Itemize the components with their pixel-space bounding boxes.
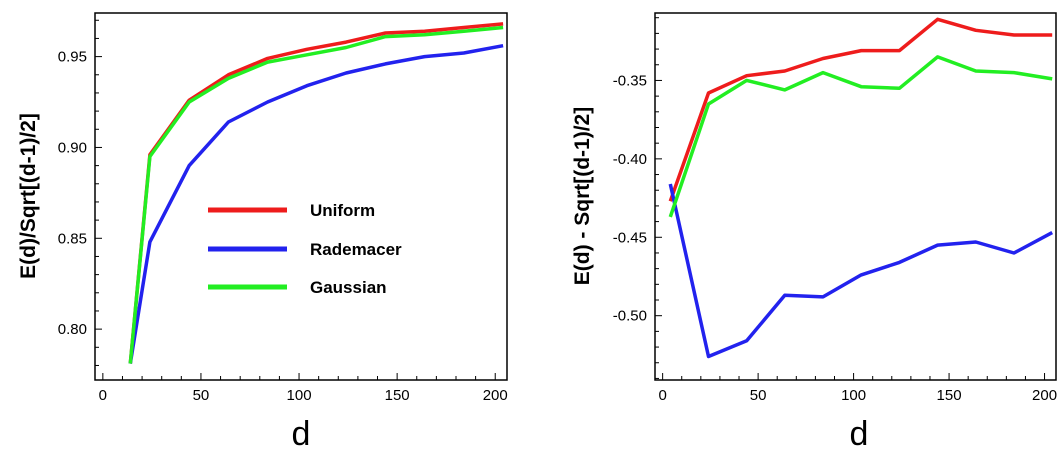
right-series-line-uniform [668, 17, 1053, 202]
legend-label-gaussian: Gaussian [310, 278, 387, 297]
legend-label-rademacer: Rademacer [310, 240, 402, 259]
right-y-tick-label: -0.40 [613, 151, 647, 168]
left-x-tick-label: 150 [385, 387, 410, 404]
left-chart: 0 50 100 150 200 0.80 0.85 0.90 0.95 d E(d)/Sqrt… [17, 12, 508, 452]
right-y-tick-label: -0.45 [613, 229, 647, 246]
right-series-line-gaussian [668, 55, 1053, 218]
right-ticks: 0 50 100 150 200 -0.50 -0.45 -0.40 -0.35 [613, 17, 1057, 404]
left-y-tick-label: 0.95 [58, 49, 87, 66]
right-chart: 0 50 100 150 200 -0.50 -0.45 -0.40 -0.35 d E(d) … [571, 12, 1057, 452]
right-x-tick-label: 150 [937, 387, 962, 404]
right-x-tick-label: 200 [1032, 387, 1057, 404]
left-x-tick-label: 0 [99, 387, 107, 404]
right-x-tick-label: 0 [658, 387, 666, 404]
legend: Uniform Rademacer Gaussian [208, 201, 402, 297]
left-series-line-uniform [128, 22, 504, 364]
left-x-tick-label: 50 [193, 387, 210, 404]
right-plot-frame [654, 12, 1057, 381]
left-x-axis-label: d [292, 415, 311, 452]
right-x-tick-label: 100 [841, 387, 866, 404]
left-series-line-rademacer [128, 43, 504, 364]
left-ticks: 0 50 100 150 200 0.80 0.85 0.90 0.95 [58, 19, 508, 404]
right-y-tick-label: -0.35 [613, 72, 647, 89]
left-y-tick-label: 0.85 [58, 230, 87, 247]
left-y-axis-label: E(d)/Sqrt[(d-1)/2] [17, 113, 40, 279]
right-x-tick-label: 50 [750, 387, 767, 404]
right-y-tick-label: -0.50 [613, 308, 647, 325]
left-series-lines [128, 22, 504, 364]
left-x-tick-label: 100 [287, 387, 312, 404]
left-y-tick-label: 0.90 [58, 139, 87, 156]
right-series-lines [668, 17, 1054, 359]
right-y-axis-label: E(d) - Sqrt[(d-1)/2] [571, 107, 594, 285]
left-y-tick-label: 0.80 [58, 321, 87, 338]
left-x-tick-label: 200 [483, 387, 508, 404]
legend-label-uniform: Uniform [310, 201, 375, 220]
left-plot-frame [94, 12, 508, 381]
right-x-axis-label: d [850, 415, 869, 452]
left-series-line-gaussian [128, 25, 504, 364]
right-series-line-rademacer [668, 183, 1054, 359]
